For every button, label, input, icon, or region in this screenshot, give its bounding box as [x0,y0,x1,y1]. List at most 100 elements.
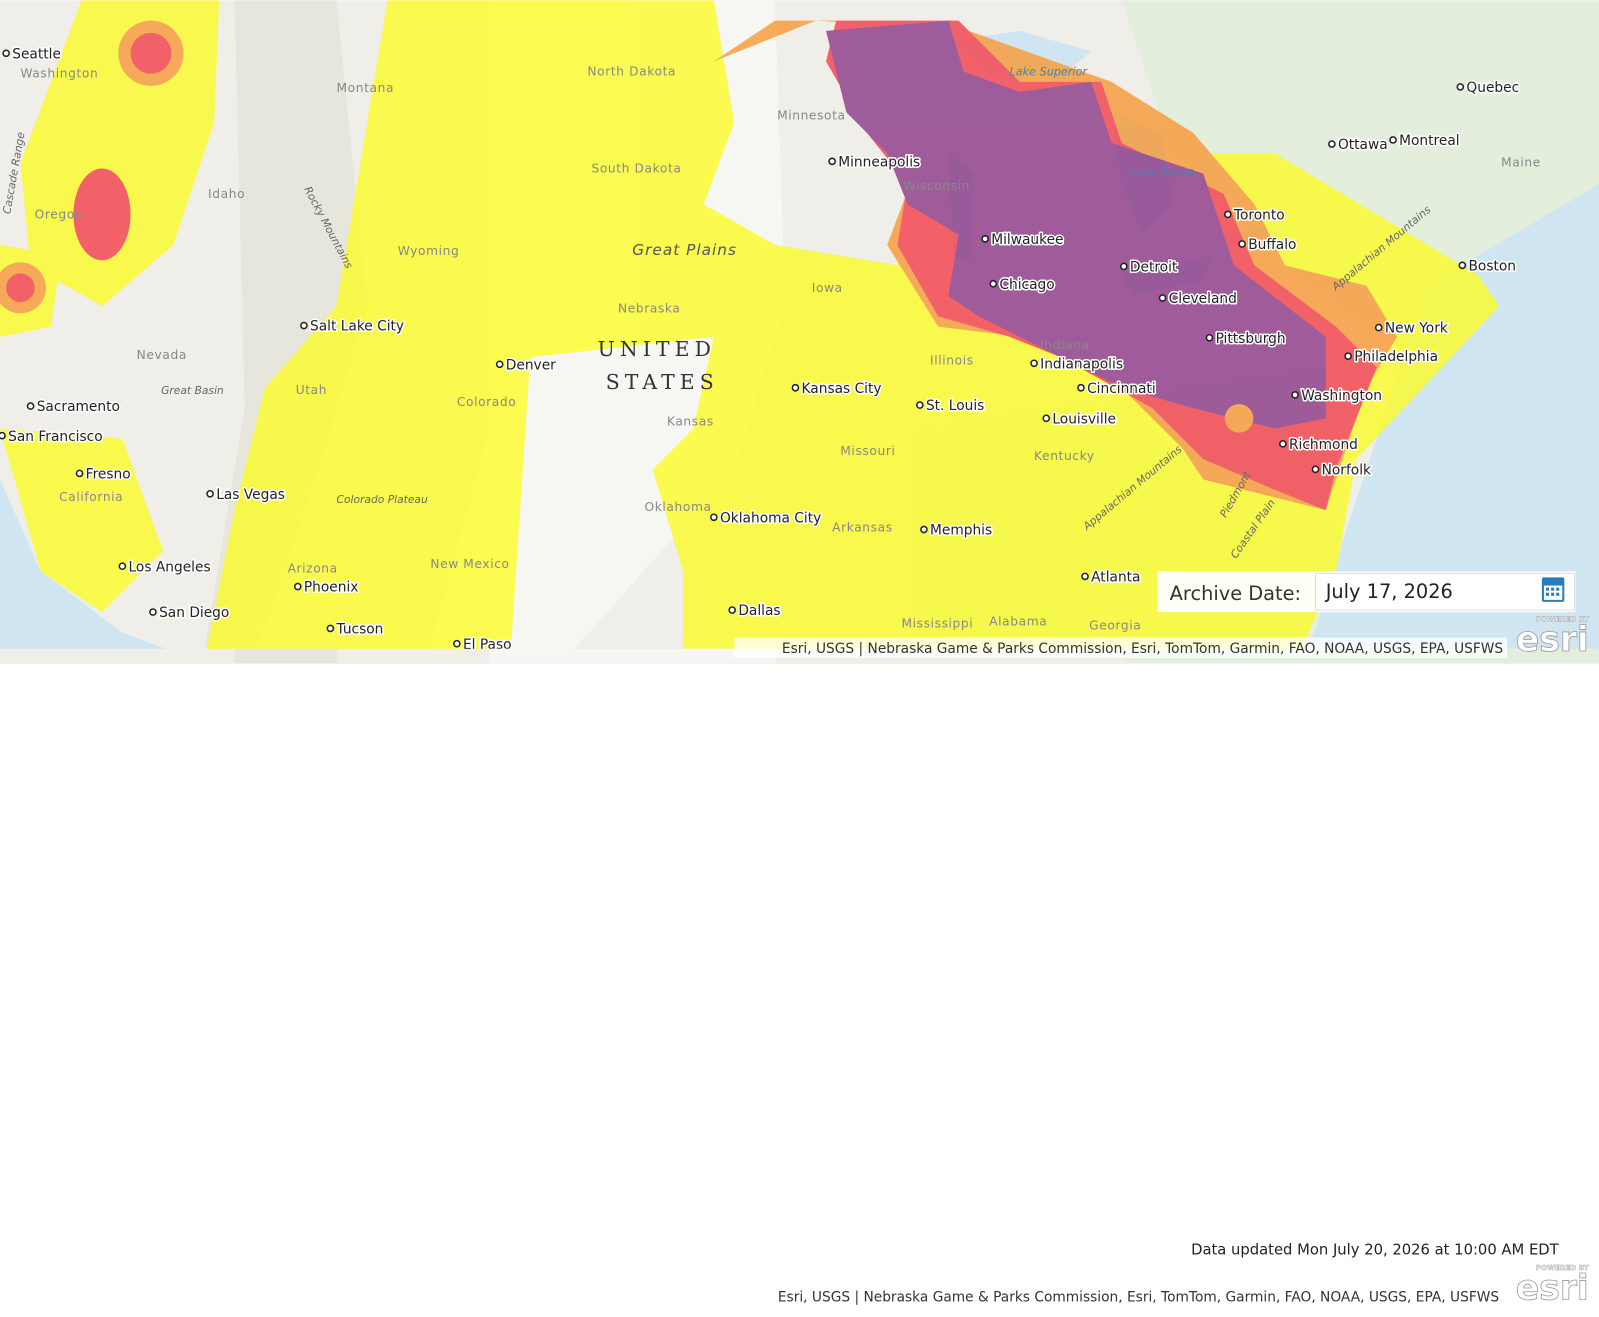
city-label: Fresno [86,467,131,483]
city-label: Buffalo [1248,237,1296,253]
map-label: Minnesota [777,757,846,771]
city-dot [1030,359,1038,368]
archive-date-input[interactable] [1314,572,1576,611]
map-label: Illinois [930,1002,974,1016]
city-dot [982,884,988,890]
map-label: South Dakota [591,162,681,176]
city-dot [791,383,800,392]
city-label: Washington [1301,388,1382,404]
map-label: Lake Superior [1010,66,1089,79]
map-label: Colorado Plateau [337,1142,428,1155]
attribution: Esri, USGS | Nebraska Game & Parks Commi… [782,641,1503,657]
map-label: New Mexico [430,557,509,571]
map-label: Appalachian Mountains [1080,1091,1185,1182]
map-label: Lake Superior [1010,714,1089,727]
city-label: Louisville [1052,1060,1116,1076]
city-label: Atlanta [1091,570,1140,586]
map-label: Colorado [457,1044,517,1058]
city-label: Buffalo [1248,886,1296,902]
city-dot [1159,944,1165,950]
city-label: Las Vegas [216,487,285,503]
city-dot [495,360,504,369]
city-dot [119,1212,125,1218]
archive-date-label: Archive Date: [1170,582,1301,605]
map-label: Georgia [1089,618,1141,632]
city-dot [1121,912,1127,918]
map-label: South Dakota [591,810,681,824]
city-label: Quebec [1466,729,1519,745]
city-dot [710,513,718,522]
city-label: Toronto [1233,207,1285,223]
city-label: Detroit [1130,259,1178,275]
map-label: Great Plains [632,241,737,259]
city-label: Norfolk [1322,1111,1371,1127]
map-label: Missouri [840,444,895,458]
city-dot [1082,1222,1088,1228]
city-label: Tucson [336,1270,384,1286]
map-label: Minnesota [777,109,846,123]
city-label: Los Angeles [128,1208,210,1224]
map-label: Great Basin [161,1032,224,1045]
city-label: Phoenix [304,1228,359,1244]
map-label: Coastal Plain [1228,1145,1278,1209]
city-label: Philadelphia [1354,998,1438,1014]
city-dot [149,608,157,616]
city-dot [206,489,214,498]
map-label: Iowa [812,929,843,943]
city-dot [990,929,996,935]
city-dot [1458,261,1467,270]
map-label: Georgia [1089,1267,1141,1281]
city-dot [920,525,928,534]
esri-logo[interactable]: esri [1515,1268,1589,1309]
map-label: North Dakota [587,713,676,727]
city-label: Washington [1301,1037,1382,1053]
city-label: Montreal [1399,782,1459,798]
map-label: Montana [337,730,395,744]
city-dot [921,1175,927,1181]
city-label: Indianapolis [1040,1005,1123,1021]
city-dot [981,235,989,243]
city-label: Pittsburgh [1216,979,1286,995]
city-label: Norfolk [1322,462,1371,478]
city-label: Las Vegas [216,1135,285,1151]
city-dot [26,402,35,410]
city-label: El Paso [463,1285,512,1301]
city-label: Fresno [86,1115,131,1131]
city-label: Phoenix [304,580,359,596]
city-dot [1345,1002,1351,1008]
city-label: Louisville [1052,411,1116,427]
map-label: Maine [1501,155,1541,169]
map-label: Mississippi [901,1265,973,1279]
city-label: Kansas City [802,381,882,397]
map-label: Arkansas [832,521,893,535]
city-dot [1459,911,1465,917]
map-label: Mississippi [901,616,973,630]
city-dot [1311,465,1320,474]
calendar-icon[interactable] [1541,577,1565,602]
map-label: Iowa [812,281,843,295]
city-dot [1081,572,1089,581]
map-label: Missouri [840,1093,895,1107]
map-label: Nevada [137,997,187,1011]
map-label: North Dakota [587,65,676,79]
city-label: Memphis [930,1171,992,1187]
city-dot [326,624,335,633]
map-label: Oregon [35,207,84,221]
map-label: Idaho [208,187,245,201]
city-dot [1457,732,1463,738]
city-dot [1238,240,1246,248]
city-label: Denver [506,1006,556,1022]
map-label: Great Basin [161,384,224,397]
city-dot [1223,210,1232,219]
esri-logo[interactable]: esri [1515,619,1589,660]
map-label: Colorado [457,395,517,409]
city-label: Seattle [12,46,61,62]
city-label: Milwaukee [991,232,1063,248]
city-label: San Francisco [8,1077,102,1093]
city-dot [989,279,998,288]
map-label: Alabama [989,1263,1047,1277]
city-label: Philadelphia [1354,349,1438,365]
city-label: San Diego [159,1254,229,1270]
data-updated-panel [1185,1237,1576,1262]
